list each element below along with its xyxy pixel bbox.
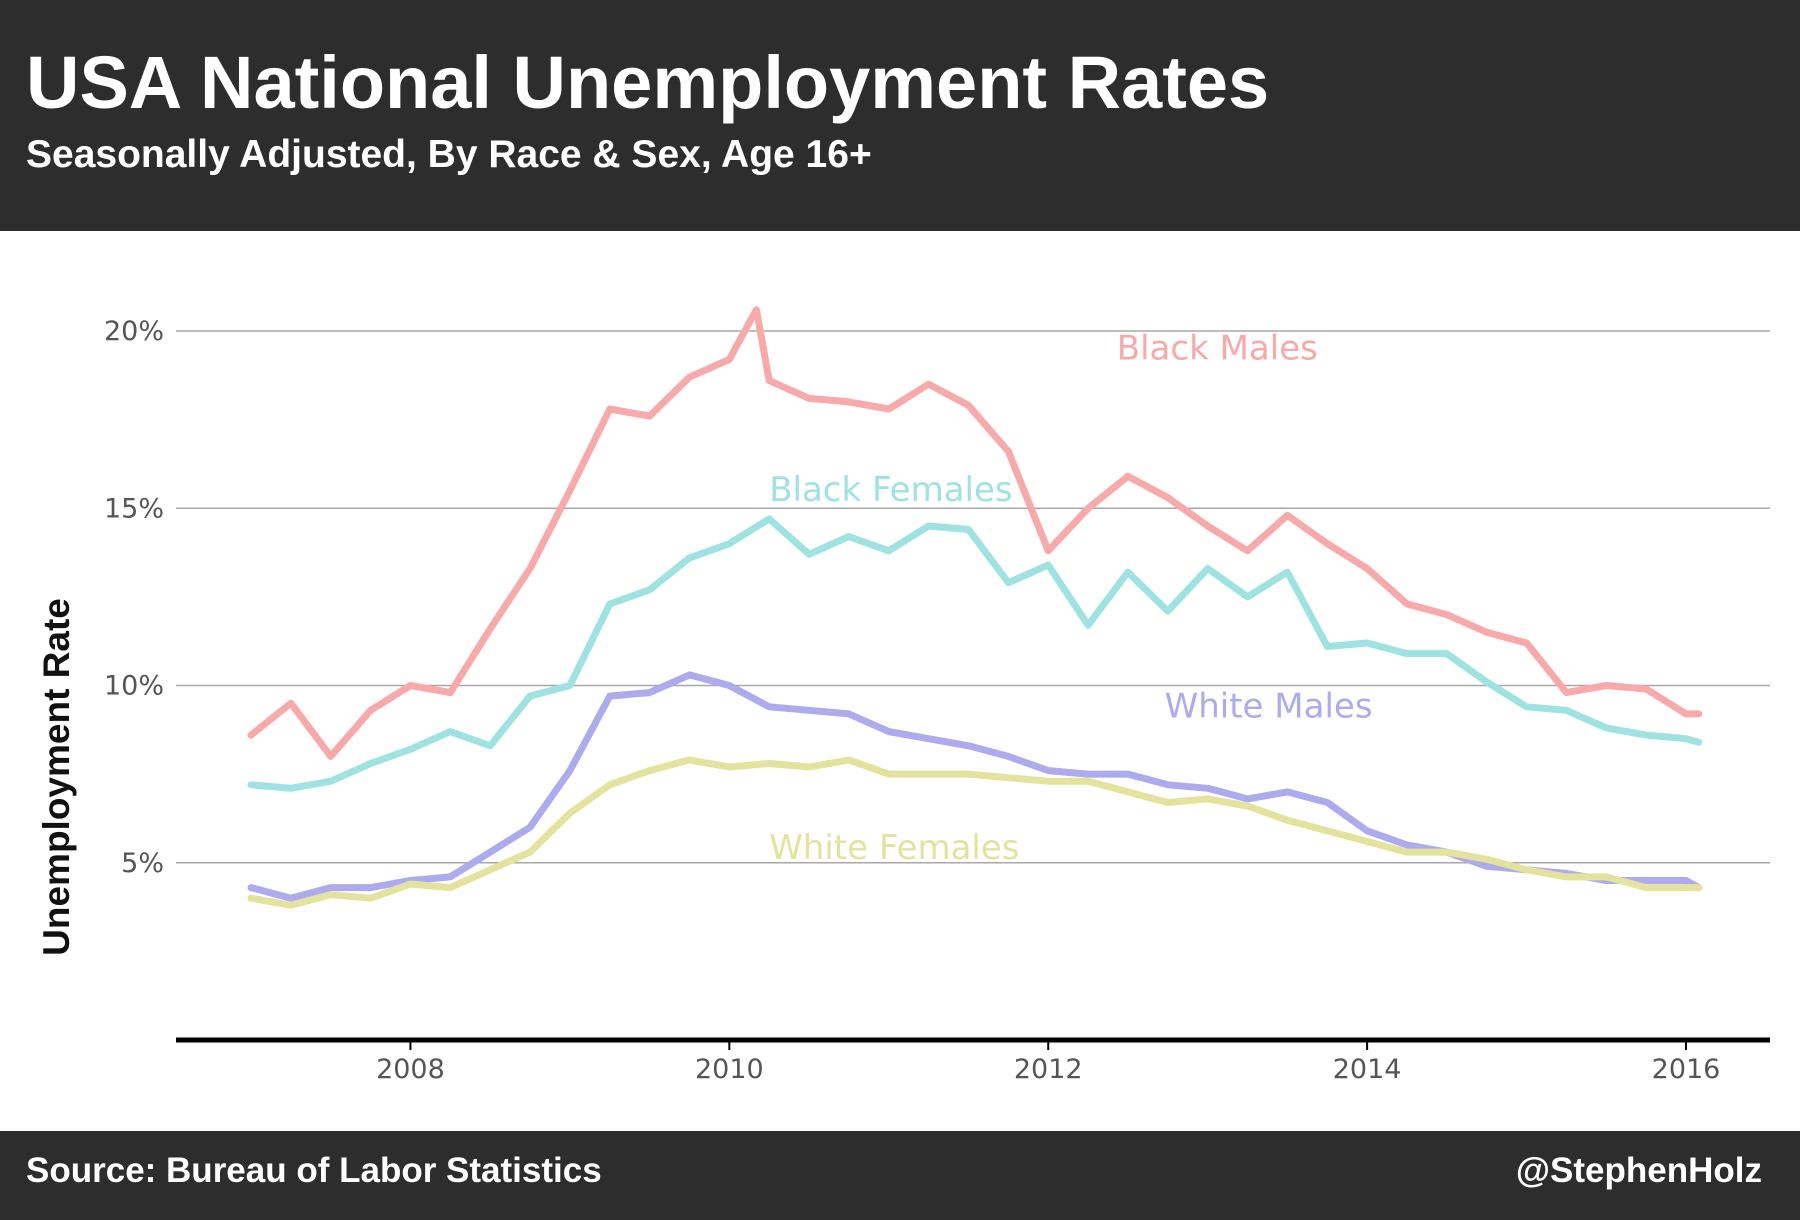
y-tick-label: 20% xyxy=(104,316,164,347)
y-tick-label: 10% xyxy=(104,671,164,702)
x-tick-label: 2010 xyxy=(695,1054,764,1085)
footer-bar xyxy=(0,1131,1800,1220)
series-line-black-females xyxy=(247,515,1703,792)
chart-title: USA National Unemployment Rates xyxy=(26,41,1270,124)
series-line-white-males xyxy=(247,671,1703,902)
header-bar xyxy=(0,0,1800,231)
y-tick-label: 15% xyxy=(104,493,164,524)
y-tick-label: 5% xyxy=(121,848,164,879)
x-tick-label: 2008 xyxy=(376,1054,445,1085)
author-credit: @StephenHolz xyxy=(1515,1151,1762,1190)
x-tick-label: 2016 xyxy=(1652,1054,1721,1085)
series-lines xyxy=(247,306,1703,909)
y-tick-labels: 5% 10% 15% 20% xyxy=(104,316,164,879)
y-axis-label: Unemployment Rate xyxy=(36,598,77,956)
label-black-males: Black Males xyxy=(1117,328,1318,368)
x-tick-label: 2014 xyxy=(1333,1054,1402,1085)
source-note: Source: Bureau of Labor Statistics xyxy=(26,1151,602,1190)
chart-subtitle: Seasonally Adjusted, By Race & Sex, Age … xyxy=(26,133,872,176)
line-chart: 5% 10% 15% 20% 2008 2010 2012 2014 2016 Black M… xyxy=(36,306,1770,1085)
series-line-white-females xyxy=(247,756,1703,909)
label-white-females: White Females xyxy=(769,828,1019,868)
series-labels: Black Males Black Females White Males White… xyxy=(769,328,1372,868)
x-tick-labels: 2008 2010 2012 2014 2016 xyxy=(376,1042,1720,1085)
series-line-black-males xyxy=(247,306,1703,760)
label-black-females: Black Females xyxy=(769,470,1012,510)
x-tick-label: 2012 xyxy=(1014,1054,1083,1085)
label-white-males: White Males xyxy=(1165,686,1373,726)
